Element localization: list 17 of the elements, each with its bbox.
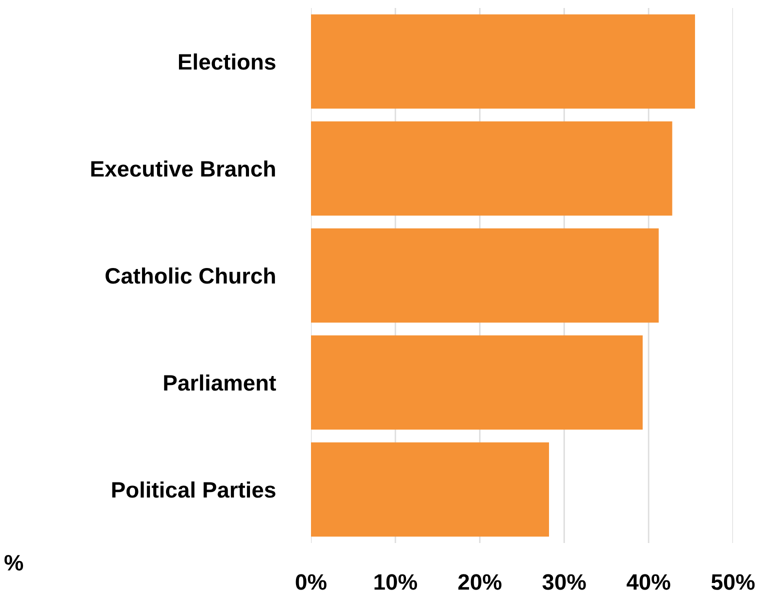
x-tick-label: 40%: [626, 574, 670, 590]
x-tick-label: 30%: [542, 574, 586, 590]
y-tick-label: Elections: [178, 53, 276, 70]
x-tick-label: 20%: [458, 574, 502, 590]
y-tick-label: Executive Branch: [91, 160, 275, 177]
y-tick-label: Parliament: [164, 374, 276, 391]
y-tick-label: Catholic Church: [106, 267, 275, 284]
text: %: [4, 554, 24, 571]
bar: [311, 121, 672, 216]
x-tick-label: 50%: [711, 574, 755, 590]
bar: [311, 442, 550, 537]
bar: [311, 14, 696, 109]
x-tick-label: 10%: [374, 574, 418, 590]
bar: [311, 335, 643, 430]
bar: [311, 228, 659, 323]
y-tick-label: Political Parties: [112, 481, 276, 498]
x-tick-label: 0%: [296, 574, 326, 590]
